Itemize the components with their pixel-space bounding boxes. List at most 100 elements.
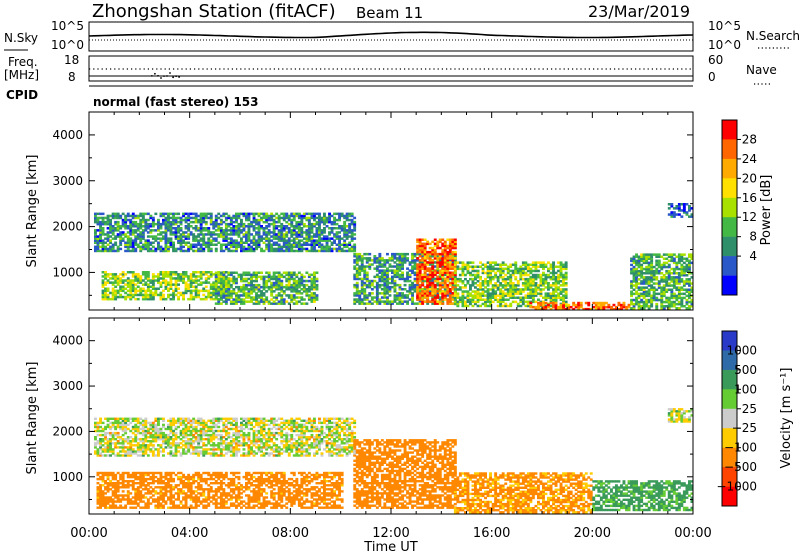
power-cell xyxy=(345,233,349,236)
power-cell xyxy=(307,218,311,222)
velocity-cell xyxy=(134,429,138,433)
power-cell xyxy=(655,288,659,291)
power-cell xyxy=(217,216,221,220)
power-cell xyxy=(436,263,440,266)
velocity-cell xyxy=(129,444,133,447)
power-cell xyxy=(360,302,364,305)
power-cell xyxy=(159,231,163,234)
power-cell xyxy=(101,229,105,232)
power-cell xyxy=(114,227,118,230)
power-cell xyxy=(471,280,475,283)
power-cell xyxy=(469,288,472,291)
power-cell xyxy=(667,269,671,273)
power-cell xyxy=(285,212,289,216)
power-cell xyxy=(310,300,314,303)
velocity-cell xyxy=(141,442,145,445)
power-cell xyxy=(549,307,553,311)
power-cell xyxy=(650,272,654,275)
power-cell xyxy=(116,249,120,253)
power-cell xyxy=(552,261,555,264)
velocity-cell xyxy=(154,425,158,429)
power-cell xyxy=(406,267,409,270)
velocity-cell xyxy=(139,454,143,457)
power-cell xyxy=(169,293,173,297)
power-cell xyxy=(526,286,530,289)
power-cell xyxy=(448,267,452,270)
power-cell xyxy=(157,227,160,230)
power-cell xyxy=(451,281,455,285)
power-cell xyxy=(667,288,671,291)
power-cell xyxy=(270,288,274,291)
power-cell xyxy=(436,281,440,285)
power-cell xyxy=(391,285,394,289)
power-cell xyxy=(262,229,266,232)
power-cell xyxy=(466,296,470,299)
power-cell xyxy=(126,225,130,228)
power-cell xyxy=(192,227,196,230)
power-cell xyxy=(305,292,309,295)
power-cell xyxy=(224,218,228,222)
power-cell xyxy=(260,300,263,303)
power-cell xyxy=(242,212,246,216)
power-cell xyxy=(99,245,102,249)
power-cell xyxy=(114,222,118,226)
power-cell xyxy=(562,263,565,266)
power-cell xyxy=(647,269,651,273)
power-cell xyxy=(426,252,430,256)
power-cell xyxy=(416,252,420,256)
power-cell xyxy=(235,229,238,232)
power-cell xyxy=(391,259,394,262)
power-cell xyxy=(224,225,228,228)
power-cell xyxy=(514,265,518,268)
power-cell xyxy=(383,263,387,266)
power-cell xyxy=(149,216,153,220)
power-cell xyxy=(305,239,309,242)
power-cell xyxy=(174,273,178,276)
power-cell xyxy=(247,239,251,242)
power-cell xyxy=(441,292,445,295)
power-cell xyxy=(144,295,148,299)
power-cell xyxy=(348,214,352,218)
power-cell xyxy=(630,267,633,271)
power-cell xyxy=(222,233,226,236)
power-cell xyxy=(416,248,420,252)
power-cell xyxy=(134,247,138,251)
power-cell xyxy=(677,205,681,208)
power-cell xyxy=(534,263,538,266)
velocity-cell xyxy=(116,436,120,439)
power-cell xyxy=(307,249,311,253)
power-cell xyxy=(270,245,274,249)
power-cell xyxy=(222,237,226,240)
power-cell xyxy=(391,255,394,258)
power-cell xyxy=(217,277,221,281)
power-cell xyxy=(529,269,533,273)
power-cell xyxy=(277,292,281,295)
power-cell xyxy=(167,227,170,230)
power-cell xyxy=(250,290,253,293)
velocity-cell xyxy=(129,448,133,451)
power-cell xyxy=(537,275,540,279)
power-cell xyxy=(471,265,475,268)
power-cell xyxy=(690,257,694,260)
power-cell xyxy=(652,282,656,285)
power-cell xyxy=(433,257,437,260)
power-cell xyxy=(300,216,304,220)
power-cell xyxy=(139,291,143,295)
power-cell xyxy=(350,220,354,224)
power-cell xyxy=(101,291,105,295)
power-cell xyxy=(547,296,550,299)
power-cell xyxy=(144,297,148,301)
power-cell xyxy=(375,294,379,297)
power-cell xyxy=(154,235,158,238)
power-cell xyxy=(335,235,339,238)
power-cell xyxy=(182,275,185,278)
power-cell xyxy=(375,292,379,295)
power-cell xyxy=(496,286,500,289)
power-cell xyxy=(335,247,339,251)
power-cell xyxy=(307,229,311,232)
power-cell xyxy=(675,296,679,300)
power-cell xyxy=(325,220,329,224)
power-cell xyxy=(162,289,165,293)
power-cell xyxy=(534,275,538,279)
power-cell xyxy=(179,279,183,282)
